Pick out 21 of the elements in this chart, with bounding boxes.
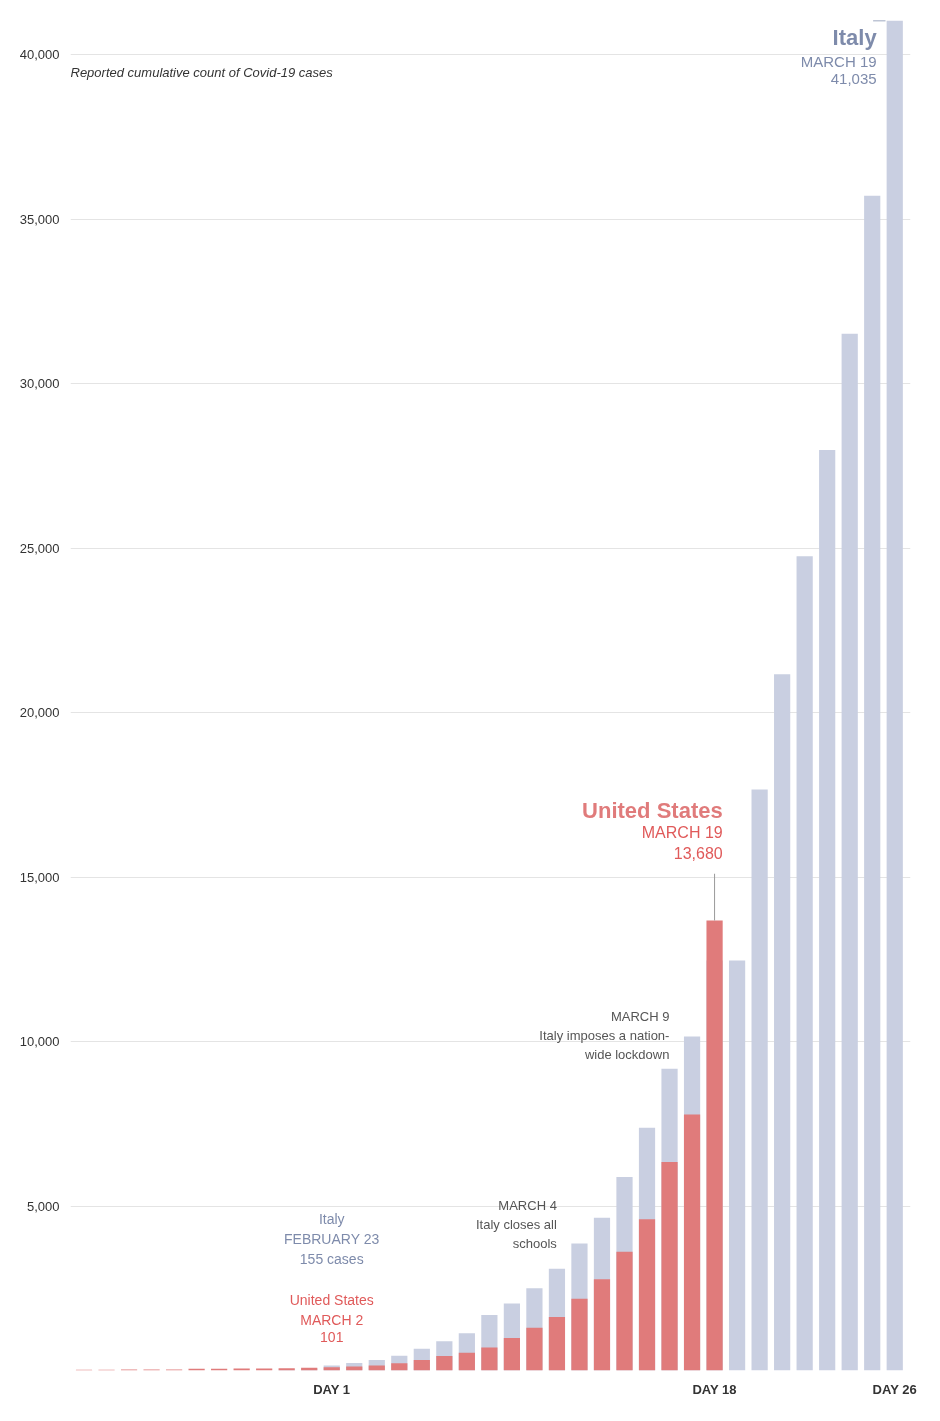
- annotation: MARCH 9 Italy imposes a nation- wide lockdown: [539, 1008, 670, 1062]
- series-label: Italy: [832, 24, 878, 50]
- annotation: MARCH 4 Italy closes all schools: [475, 1197, 558, 1251]
- y-tick-label: 40,000: [19, 47, 60, 63]
- y-tick-label: 5,000: [26, 1198, 60, 1214]
- y-tick-label: 20,000: [19, 705, 60, 721]
- y-axis-title: Reported cumulative count of Covid-19 cases: [70, 64, 334, 80]
- y-tick-label: 15,000: [19, 869, 60, 885]
- x-tick-label: DAY 26: [872, 1381, 917, 1397]
- x-tick-label: DAY 1: [313, 1381, 351, 1397]
- text: United States: [582, 798, 723, 824]
- y-tick-label: 25,000: [19, 540, 60, 556]
- annotation: MARCH 19 13,680: [641, 824, 723, 863]
- x-tick-label: DAY 18: [692, 1381, 737, 1397]
- y-tick-label: 35,000: [19, 211, 60, 227]
- text: United States: [289, 1292, 374, 1309]
- annotation: Italy FEBRUARY 23 155 cases: [284, 1211, 380, 1268]
- y-tick-label: 10,000: [19, 1034, 60, 1050]
- y-tick-label: 30,000: [19, 376, 60, 392]
- text: MARCH 2 101: [300, 1312, 364, 1346]
- annotation: MARCH 19 41,035: [800, 52, 877, 87]
